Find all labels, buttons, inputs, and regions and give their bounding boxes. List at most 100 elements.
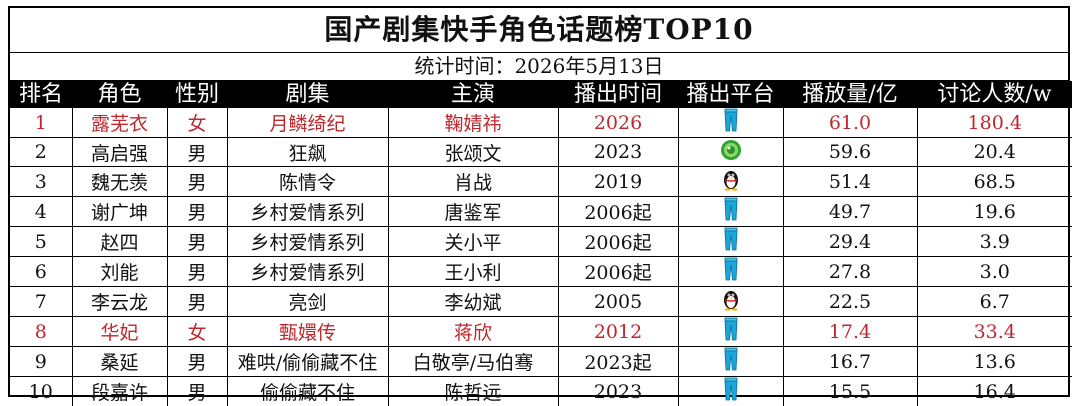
col-header-discuss: 讨论人数/w [917, 81, 1072, 108]
table-row: 9 桑延男难哄/偷偷藏不住 白敬亭/马伯骞 2023起 16.7 13.6 [10, 346, 1072, 378]
discuss-cell: 3.0 [917, 256, 1072, 288]
drama-cell: 甄嬛传 [227, 316, 389, 348]
role-cell: 高启强 [72, 137, 168, 168]
platform-cell [678, 137, 784, 168]
year-cell: 2006起 [558, 196, 679, 228]
discuss-cell: 180.4 [917, 108, 1072, 138]
views-cell: 16.7 [783, 346, 918, 378]
col-header-gender: 性别 [167, 81, 227, 108]
role-cell: 谢广坤 [72, 196, 168, 228]
discuss-cell: 20.4 [917, 137, 1072, 168]
views-cell: 22.5 [783, 286, 918, 318]
views-cell: 61.0 [783, 108, 918, 138]
jeans-icon [723, 317, 739, 346]
col-header-drama: 剧集 [227, 81, 388, 108]
year-cell: 2023 [558, 137, 679, 168]
jeans-icon [723, 227, 739, 256]
platform-cell [678, 108, 784, 138]
drama-cell: 狂飙 [227, 137, 389, 168]
jeans-icon [723, 347, 739, 376]
col-header-actor: 主演 [388, 81, 558, 108]
gender-cell: 男 [167, 256, 228, 288]
table-row: 5 赵四男乡村爱情系列 关小平 2006起 29.4 3.9 [10, 226, 1072, 258]
actor-cell: 白敬亭/马伯骞 [388, 346, 559, 378]
actor-cell: 唐鉴军 [388, 196, 559, 228]
year-cell: 2006起 [558, 256, 679, 288]
platform-cell [678, 256, 784, 288]
page-title: 国产剧集快手角色话题榜TOP10 [10, 8, 1068, 53]
table-row: 7 李云龙男亮剑 李幼斌 2005 22.5 6.7 [10, 286, 1072, 318]
role-cell: 刘能 [72, 256, 168, 288]
year-cell: 2006起 [558, 226, 679, 258]
platform-cell [678, 346, 784, 378]
rank-cell: 6 [10, 256, 73, 288]
drama-cell: 乡村爱情系列 [227, 256, 389, 288]
views-cell: 51.4 [783, 166, 918, 198]
drama-cell: 偷偷藏不住 [227, 376, 389, 406]
table-row: 10 段嘉许男偷偷藏不住 陈哲远 2023 15.5 16.4 [10, 376, 1072, 406]
drama-cell: 乡村爱情系列 [227, 196, 389, 228]
discuss-cell: 33.4 [917, 316, 1072, 348]
gender-cell: 男 [167, 226, 228, 258]
green-ball-icon [720, 139, 742, 166]
actor-cell: 关小平 [388, 226, 559, 258]
gender-cell: 男 [167, 196, 228, 228]
gender-cell: 女 [167, 108, 228, 138]
jeans-icon [723, 197, 739, 226]
table-row: 8 华妃女甄嬛传 蒋欣 2012 17.4 33.4 [10, 316, 1072, 348]
year-cell: 2012 [558, 316, 679, 348]
year-cell: 2023 [558, 376, 679, 406]
rank-cell: 8 [10, 316, 73, 348]
discuss-cell: 19.6 [917, 196, 1072, 228]
col-header-role: 角色 [72, 81, 167, 108]
platform-cell [678, 226, 784, 258]
year-cell: 2026 [558, 108, 679, 138]
jeans-icon [723, 108, 739, 137]
actor-cell: 陈哲远 [388, 376, 559, 406]
table-row: 2 高启强男狂飙 张颂文 2023 59.6 20.4 [10, 137, 1072, 168]
col-header-platform: 播出平台 [678, 81, 783, 108]
drama-cell: 陈情令 [227, 166, 389, 198]
actor-cell: 王小利 [388, 256, 559, 288]
gender-cell: 男 [167, 286, 228, 318]
rank-cell: 9 [10, 346, 73, 378]
rank-cell: 7 [10, 286, 73, 318]
rank-cell: 1 [10, 108, 73, 138]
table-row: 4 谢广坤男乡村爱情系列 唐鉴军 2006起 49.7 19.6 [10, 196, 1072, 228]
drama-cell: 乡村爱情系列 [227, 226, 389, 258]
table-row: 1 露芜衣女月鳞绮纪 鞠婧祎 2026 61.0 180.4 [10, 108, 1072, 138]
platform-cell [678, 376, 784, 406]
platform-cell [678, 316, 784, 348]
actor-cell: 蒋欣 [388, 316, 559, 348]
role-cell: 华妃 [72, 316, 168, 348]
year-cell: 2005 [558, 286, 679, 318]
discuss-cell: 68.5 [917, 166, 1072, 198]
gender-cell: 男 [167, 376, 228, 406]
table-row: 6 刘能男乡村爱情系列 王小利 2006起 27.8 3.0 [10, 256, 1072, 288]
gender-cell: 女 [167, 316, 228, 348]
role-cell: 赵四 [72, 226, 168, 258]
gender-cell: 男 [167, 137, 228, 168]
rank-cell: 3 [10, 166, 73, 198]
discuss-cell: 16.4 [973, 380, 1016, 403]
platform-cell [678, 166, 784, 198]
views-cell: 27.8 [783, 256, 918, 288]
penguin-icon [720, 287, 742, 316]
actor-cell: 张颂文 [388, 137, 559, 168]
views-cell: 59.6 [783, 137, 918, 168]
rank-cell: 10 [10, 376, 73, 406]
col-header-year: 播出时间 [558, 81, 678, 108]
rank-cell: 5 [10, 226, 73, 258]
rank-cell: 4 [10, 196, 73, 228]
discuss-cell: 13.6 [917, 346, 1072, 378]
platform-cell [678, 196, 784, 228]
views-cell: 15.5 [783, 376, 918, 406]
discuss-cell: 6.7 [917, 286, 1072, 318]
stat-date: 统计时间：2026年5月13日 [10, 53, 1068, 81]
ranking-card: 国产剧集快手角色话题榜TOP10 统计时间：2026年5月13日 排名 角色 性… [8, 6, 1072, 406]
views-cell: 29.4 [783, 226, 918, 258]
actor-cell: 鞠婧祎 [388, 108, 559, 138]
year-cell: 2019 [558, 166, 679, 198]
role-cell: 段嘉许 [72, 376, 168, 406]
